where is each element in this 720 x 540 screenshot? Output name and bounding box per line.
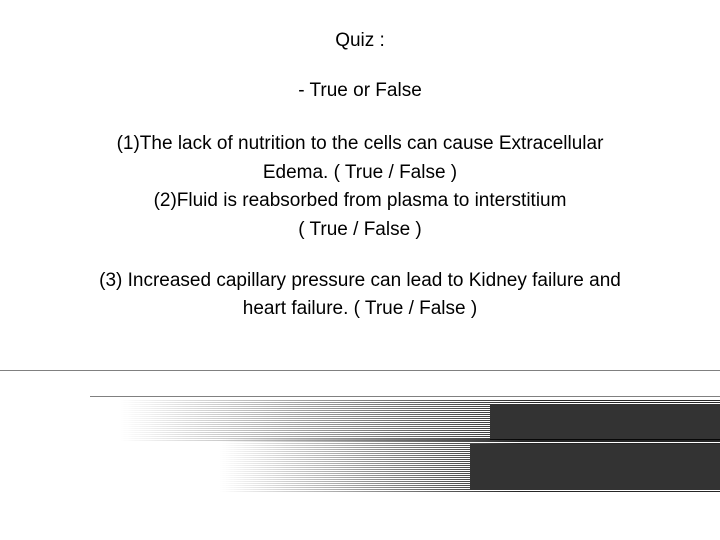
shadow-bar-1 <box>490 404 720 440</box>
question-2-line-2: ( True / False ) <box>20 218 700 243</box>
divider-line-2 <box>90 396 720 397</box>
question-3-line-1: (3) Increased capillary pressure can lea… <box>20 269 700 294</box>
slide: Quiz : - True or False (1)The lack of nu… <box>0 0 720 540</box>
question-2-line-1: (2)Fluid is reabsorbed from plasma to in… <box>20 189 700 214</box>
content-area: Quiz : - True or False (1)The lack of nu… <box>20 30 700 326</box>
divider-line-1 <box>0 370 720 371</box>
quiz-subtitle: - True or False <box>20 80 700 102</box>
question-1-line-1: (1)The lack of nutrition to the cells ca… <box>20 132 700 157</box>
question-1-line-2: Edema. ( True / False ) <box>20 161 700 186</box>
question-3-line-2: heart failure. ( True / False ) <box>20 297 700 322</box>
footer-decoration <box>0 370 720 540</box>
quiz-title: Quiz : <box>20 30 700 52</box>
shadow-bar-2 <box>470 444 720 490</box>
